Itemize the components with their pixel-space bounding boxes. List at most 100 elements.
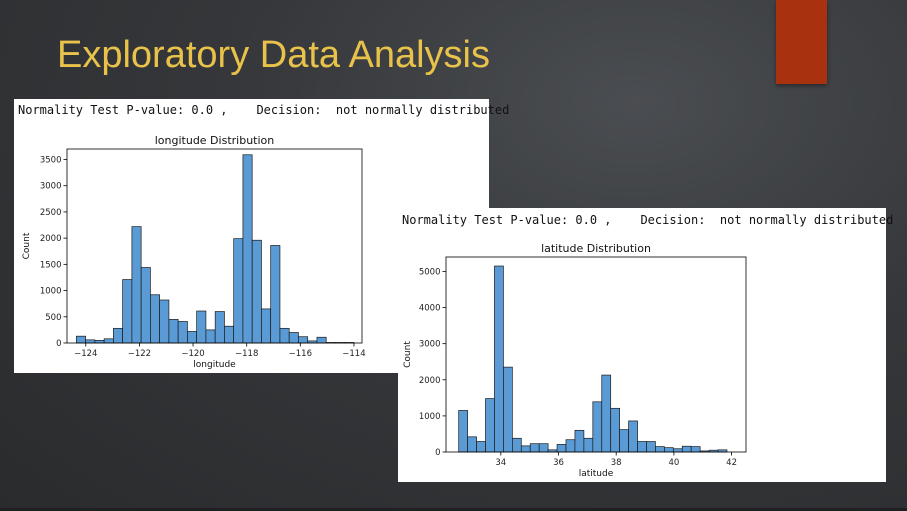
y-tick-label: 2000 xyxy=(419,376,441,386)
x-tick-label: −114 xyxy=(342,349,365,359)
histogram-bar xyxy=(565,439,576,453)
x-tick-label: −122 xyxy=(128,349,151,359)
histogram-bar xyxy=(664,447,674,453)
histogram-bar xyxy=(122,279,133,344)
normality-test-text: Normality Test P-value: 0.0 , Decision: … xyxy=(18,103,509,117)
histogram-bar xyxy=(556,444,567,453)
histogram-bar xyxy=(224,325,235,344)
histogram-bar xyxy=(637,441,647,453)
latitude-panel: Normality Test P-value: 0.0 , Decision: … xyxy=(398,208,893,482)
x-tick-label: −120 xyxy=(181,349,204,359)
histogram-bar xyxy=(458,410,468,453)
y-tick-label: 0 xyxy=(56,339,61,349)
histogram-bar xyxy=(520,445,531,453)
y-tick-label: 2500 xyxy=(40,208,62,218)
histogram-bar xyxy=(270,245,281,344)
histogram-bar xyxy=(261,308,272,344)
y-tick-label: 3000 xyxy=(419,340,441,350)
histogram-bar xyxy=(196,310,207,344)
histogram-bar xyxy=(538,443,549,453)
plot-frame xyxy=(66,148,363,344)
histogram-bar xyxy=(529,443,540,453)
histogram-bar xyxy=(159,299,170,344)
histogram-bar xyxy=(288,332,299,344)
histogram-bar xyxy=(467,436,477,453)
y-axis-label: Count xyxy=(22,232,32,259)
histogram-bar xyxy=(485,398,495,453)
histogram-bar xyxy=(601,374,612,453)
histogram-bar xyxy=(628,420,638,453)
x-tick-label: 38 xyxy=(611,458,622,468)
x-tick-label: 34 xyxy=(495,458,506,468)
y-tick-label: 0 xyxy=(435,448,440,458)
histogram-bar xyxy=(574,429,585,453)
y-axis-label: Count xyxy=(403,341,413,368)
y-tick-label: 3000 xyxy=(40,182,62,192)
normality-label: Normality Test P-value: xyxy=(18,103,185,117)
x-tick-label: −116 xyxy=(289,349,312,359)
x-tick-label: 42 xyxy=(726,458,737,468)
x-axis-label: latitude xyxy=(579,469,614,479)
histogram-bar xyxy=(583,437,594,453)
histogram-bar xyxy=(85,339,96,344)
histogram-bar xyxy=(476,441,486,453)
y-tick-label: 1000 xyxy=(40,287,62,297)
x-tick-label: 40 xyxy=(668,458,679,468)
histogram-bar xyxy=(205,329,216,344)
histogram-bar xyxy=(690,446,701,453)
histogram-bar xyxy=(681,445,692,453)
histogram-bar xyxy=(76,335,86,344)
histogram-bar xyxy=(251,239,262,344)
histogram-bar xyxy=(503,366,513,453)
y-tick-label: 1500 xyxy=(40,260,62,270)
chart-title: longitude Distribution xyxy=(155,134,275,147)
slide-title: Exploratory Data Analysis xyxy=(57,34,490,76)
histogram-bar xyxy=(672,448,683,453)
histogram-bar xyxy=(187,331,198,344)
longitude-histogram: −124 −122 −120 −118 −116 −114 0 500 1000 1500 2000… xyxy=(22,134,366,370)
histogram-bar xyxy=(619,429,629,453)
histogram-bar xyxy=(316,336,327,344)
y-tick-label: 2000 xyxy=(40,234,62,244)
histogram-bar xyxy=(494,265,504,453)
histogram-bar xyxy=(646,441,656,453)
decision-label: Decision: xyxy=(256,103,322,117)
y-tick-label: 1000 xyxy=(419,412,441,422)
chart-title: latitude Distribution xyxy=(541,242,651,255)
accent-block xyxy=(776,0,827,84)
histogram-bar xyxy=(655,446,665,453)
latitude-histogram: 34 36 38 40 42 0 1000 2000 3000 4000 5000 latitude … xyxy=(403,242,747,479)
decision-label: Decision: xyxy=(640,213,706,227)
y-tick-label: 500 xyxy=(45,313,61,323)
histogram-bar xyxy=(177,321,188,344)
histogram-bar xyxy=(131,226,142,344)
normality-pvalue: 0.0 , xyxy=(575,213,612,227)
decision-value: not normally distributed xyxy=(335,103,510,117)
histogram-bar xyxy=(511,437,522,453)
histogram-bar xyxy=(150,294,161,344)
x-tick-label: −118 xyxy=(235,349,258,359)
histogram-bar xyxy=(140,267,151,344)
plot-frame xyxy=(445,256,747,453)
histogram-bar xyxy=(233,238,244,344)
histogram-bar xyxy=(214,311,225,344)
histogram-bar xyxy=(610,407,621,453)
histogram-bar xyxy=(242,154,253,344)
normality-test-text: Normality Test P-value: 0.0 , Decision: … xyxy=(402,213,893,227)
histogram-bar xyxy=(113,327,123,344)
normality-pvalue: 0.0 , xyxy=(191,103,228,117)
histogram-bar xyxy=(279,327,290,344)
histogram-bar xyxy=(298,336,309,344)
y-tick-label: 5000 xyxy=(419,267,441,277)
y-tick-label: 3500 xyxy=(40,155,62,165)
decision-value: not normally distributed xyxy=(719,213,894,227)
x-axis-label: longitude xyxy=(193,360,236,370)
histogram-bar xyxy=(103,338,114,344)
footer-line xyxy=(0,508,907,511)
normality-label: Normality Test P-value: xyxy=(402,213,569,227)
histogram-bar xyxy=(592,401,603,453)
x-tick-label: −124 xyxy=(74,349,97,359)
histogram-bar xyxy=(168,319,179,344)
x-tick-label: 36 xyxy=(553,458,564,468)
y-tick-label: 4000 xyxy=(419,304,441,314)
